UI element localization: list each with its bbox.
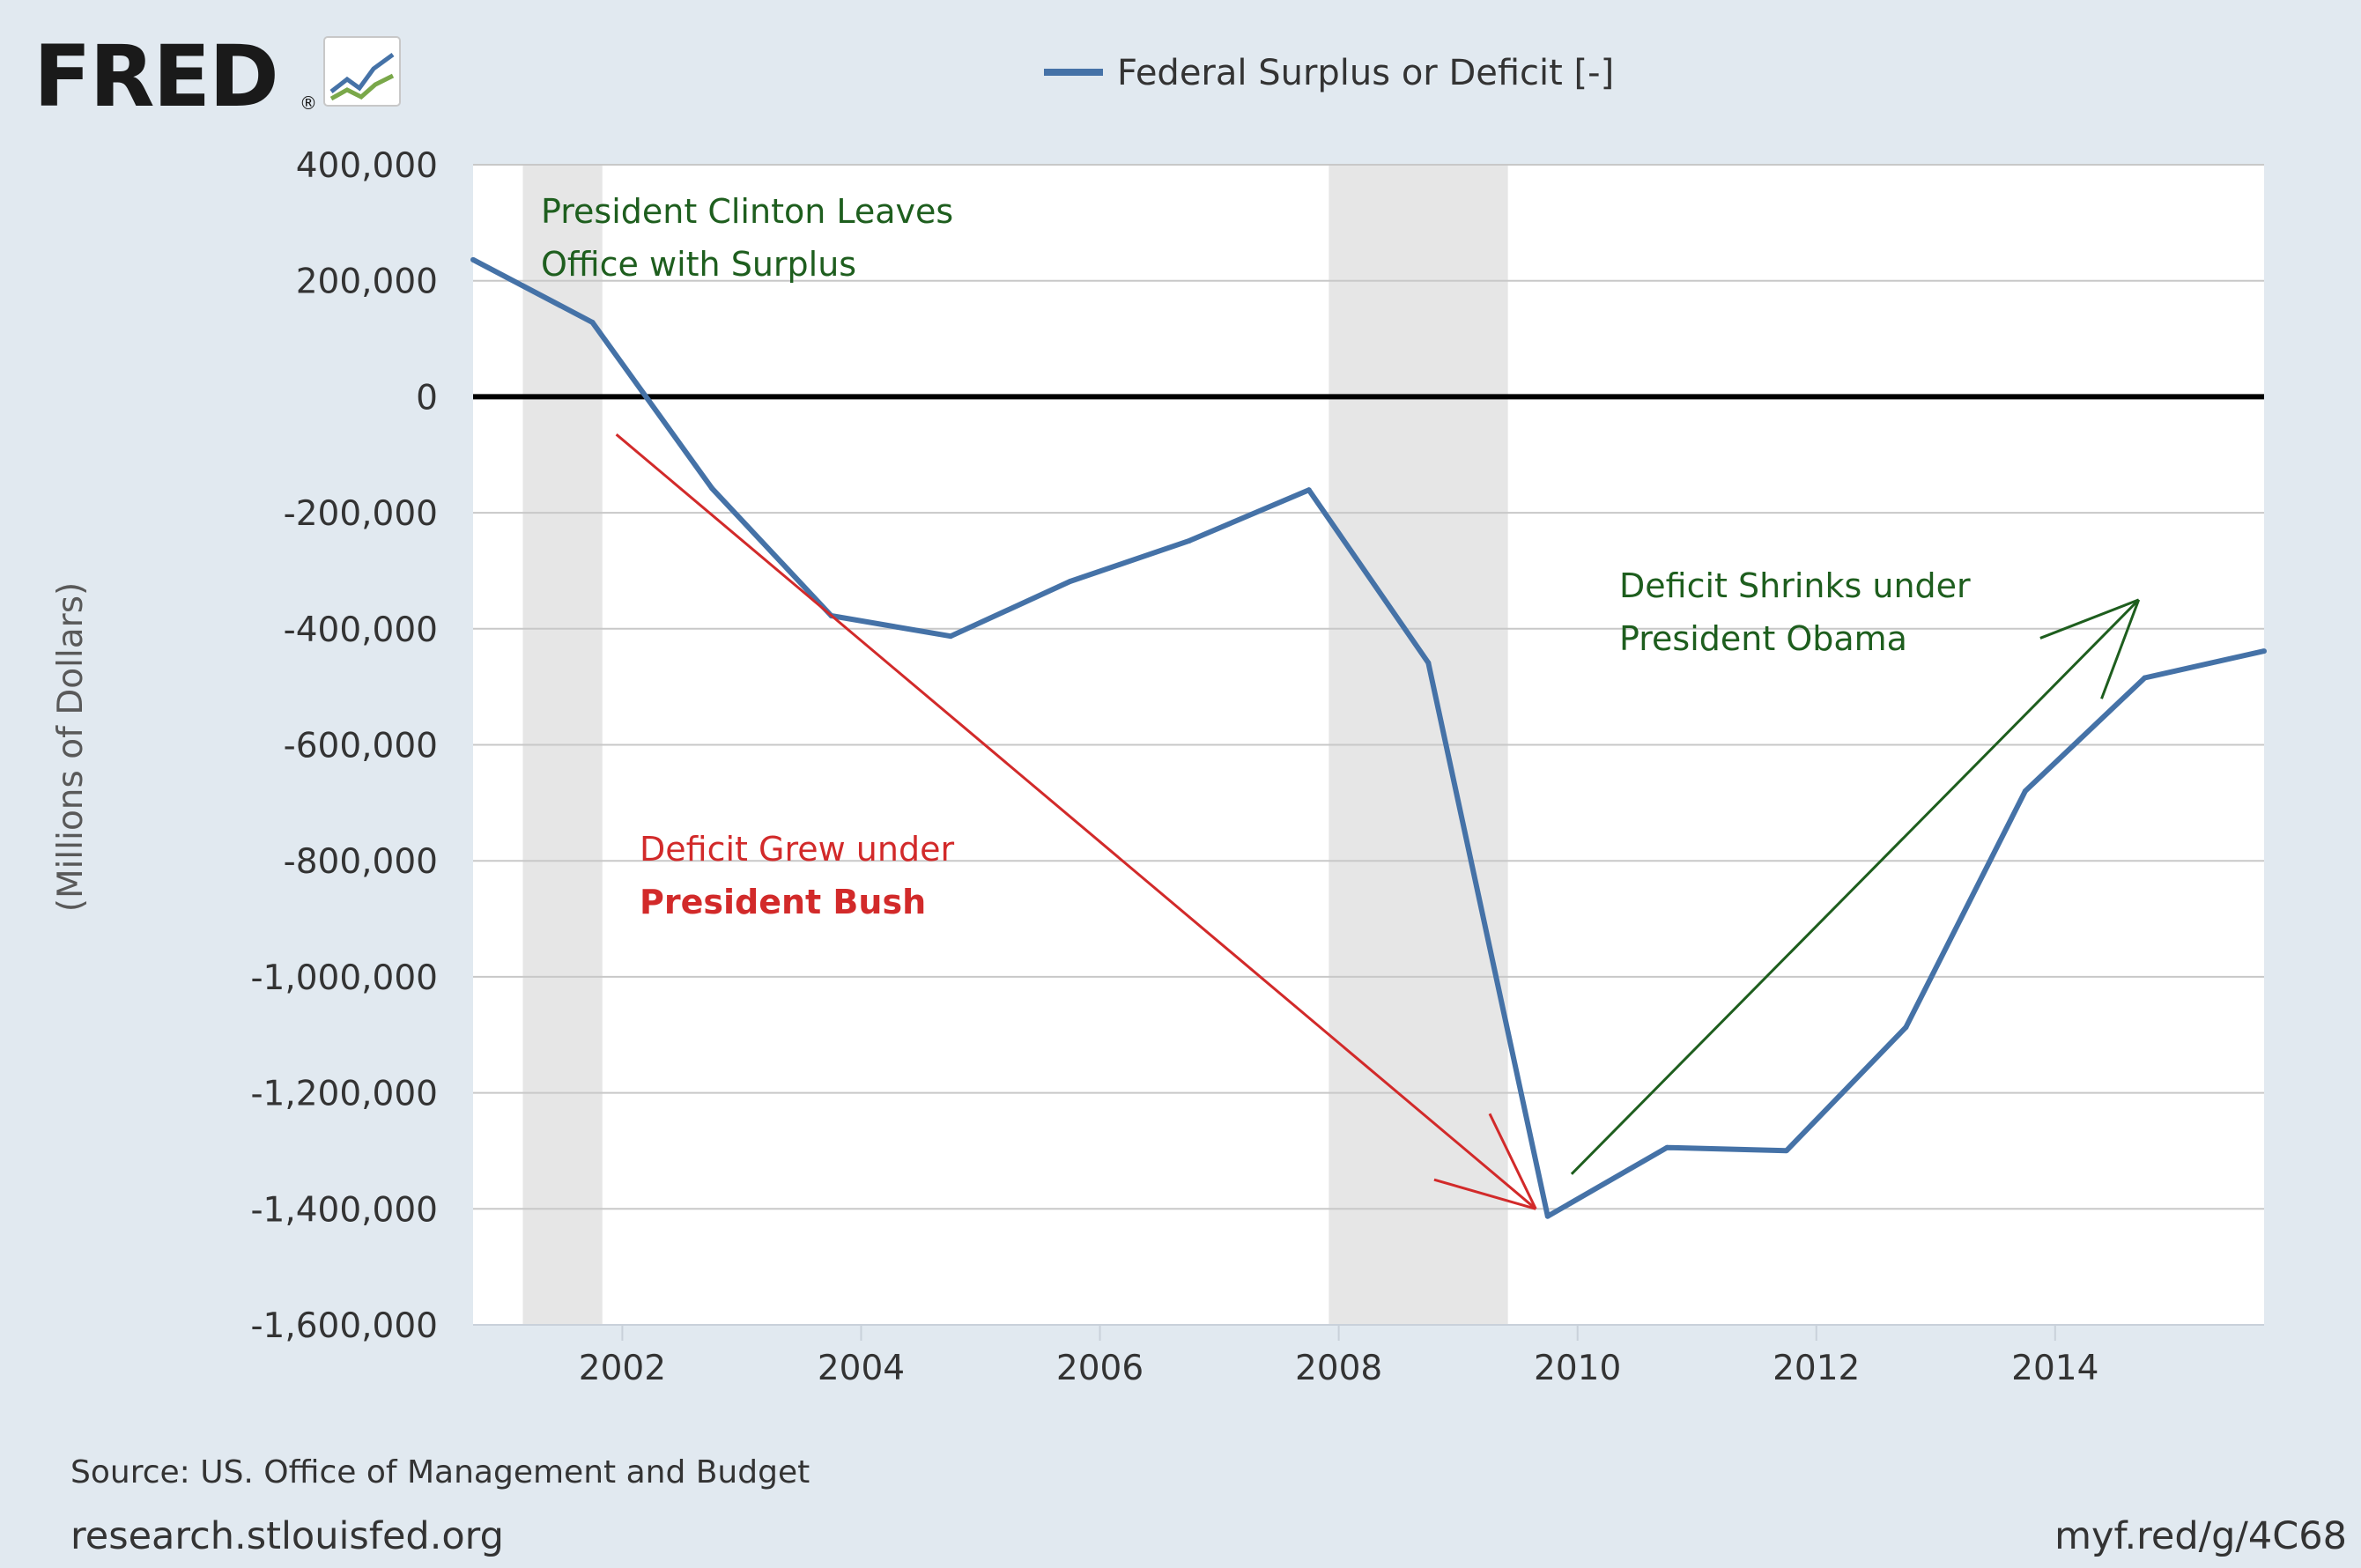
- fred-logo[interactable]: FRED ®: [33, 27, 401, 126]
- x-tick-label: 2006: [1056, 1349, 1143, 1388]
- y-tick-label: -1,200,000: [250, 1075, 438, 1114]
- annotation-bush-line1: Deficit Grew under: [640, 830, 954, 869]
- x-tick-label: 2010: [1534, 1349, 1621, 1388]
- data-point[interactable]: [2022, 788, 2028, 795]
- annotation-bush-line2: President Bush: [640, 883, 926, 921]
- y-tick-label: -1,600,000: [250, 1306, 438, 1346]
- series-line-federal-surplus-deficit[interactable]: [471, 257, 2265, 1219]
- annotation-clinton: President Clinton Leaves Office with Sur…: [541, 192, 953, 284]
- data-point[interactable]: [1425, 660, 1432, 666]
- data-point[interactable]: [1783, 1148, 1789, 1154]
- data-point[interactable]: [470, 256, 476, 263]
- annotation-bush: Deficit Grew under President Bush: [640, 830, 954, 921]
- data-point[interactable]: [2142, 675, 2148, 681]
- data-point[interactable]: [589, 319, 596, 325]
- annotation-obama: Deficit Shrinks under President Obama: [1619, 566, 1971, 658]
- y-axis-label: (Millions of Dollars): [51, 582, 91, 913]
- x-tick-label: 2008: [1295, 1349, 1382, 1388]
- y-tick-label: -200,000: [284, 494, 438, 534]
- data-point[interactable]: [948, 633, 954, 640]
- data-point[interactable]: [1187, 537, 1193, 544]
- y-tick-label: -1,400,000: [250, 1190, 438, 1230]
- bush-arrow: [615, 433, 1537, 1210]
- y-tick-label: 200,000: [296, 263, 438, 302]
- annotation-obama-line1: Deficit Shrinks under: [1619, 566, 1971, 605]
- y-tick-label: 0: [416, 378, 438, 418]
- annotation-clinton-line1: President Clinton Leaves: [541, 192, 953, 231]
- obama-arrow: [1570, 598, 2141, 1175]
- data-point[interactable]: [2261, 648, 2267, 655]
- footer-short-url[interactable]: myf.red/g/4C68: [2054, 1514, 2347, 1558]
- y-tick-label: -600,000: [284, 727, 438, 766]
- y-axis-ticks: 400,000 200,000 0 -200,000 -400,000 -600,000 -…: [250, 146, 438, 1346]
- x-tick-label: 2012: [1773, 1349, 1860, 1388]
- x-tick-label: 2004: [818, 1349, 905, 1388]
- y-tick-label: -800,000: [284, 842, 438, 882]
- legend: Federal Surplus or Deficit [-]: [1044, 53, 1614, 93]
- data-point[interactable]: [1664, 1144, 1670, 1150]
- legend-label: Federal Surplus or Deficit [-]: [1117, 53, 1614, 93]
- data-point[interactable]: [1544, 1213, 1551, 1219]
- registered-mark: ®: [300, 92, 317, 114]
- series-points: [470, 256, 2267, 1219]
- data-point[interactable]: [709, 485, 715, 492]
- annotation-clinton-line2: Office with Surplus: [541, 245, 856, 284]
- data-point[interactable]: [1067, 579, 1073, 585]
- annotation-arrows: [615, 433, 2141, 1210]
- data-point[interactable]: [1306, 487, 1312, 493]
- source-note: Source: US. Office of Management and Bud…: [70, 1454, 810, 1490]
- x-tick-label: 2002: [579, 1349, 666, 1388]
- y-tick-label: 400,000: [296, 146, 438, 186]
- y-tick-label: -400,000: [284, 610, 438, 650]
- x-axis-ticks: 2002 2004 2006 2008 2010 2012 2014: [579, 1325, 2098, 1388]
- data-point[interactable]: [1903, 1024, 1909, 1031]
- y-tick-label: -1,000,000: [250, 958, 438, 998]
- annotation-obama-line2: President Obama: [1619, 619, 1907, 658]
- line-graph-icon: [323, 36, 401, 107]
- footer-site-link[interactable]: research.stlouisfed.org: [70, 1514, 504, 1558]
- x-tick-label: 2014: [2011, 1349, 2098, 1388]
- fred-logo-text: FRED: [33, 27, 278, 126]
- gridlines: [473, 164, 2264, 1210]
